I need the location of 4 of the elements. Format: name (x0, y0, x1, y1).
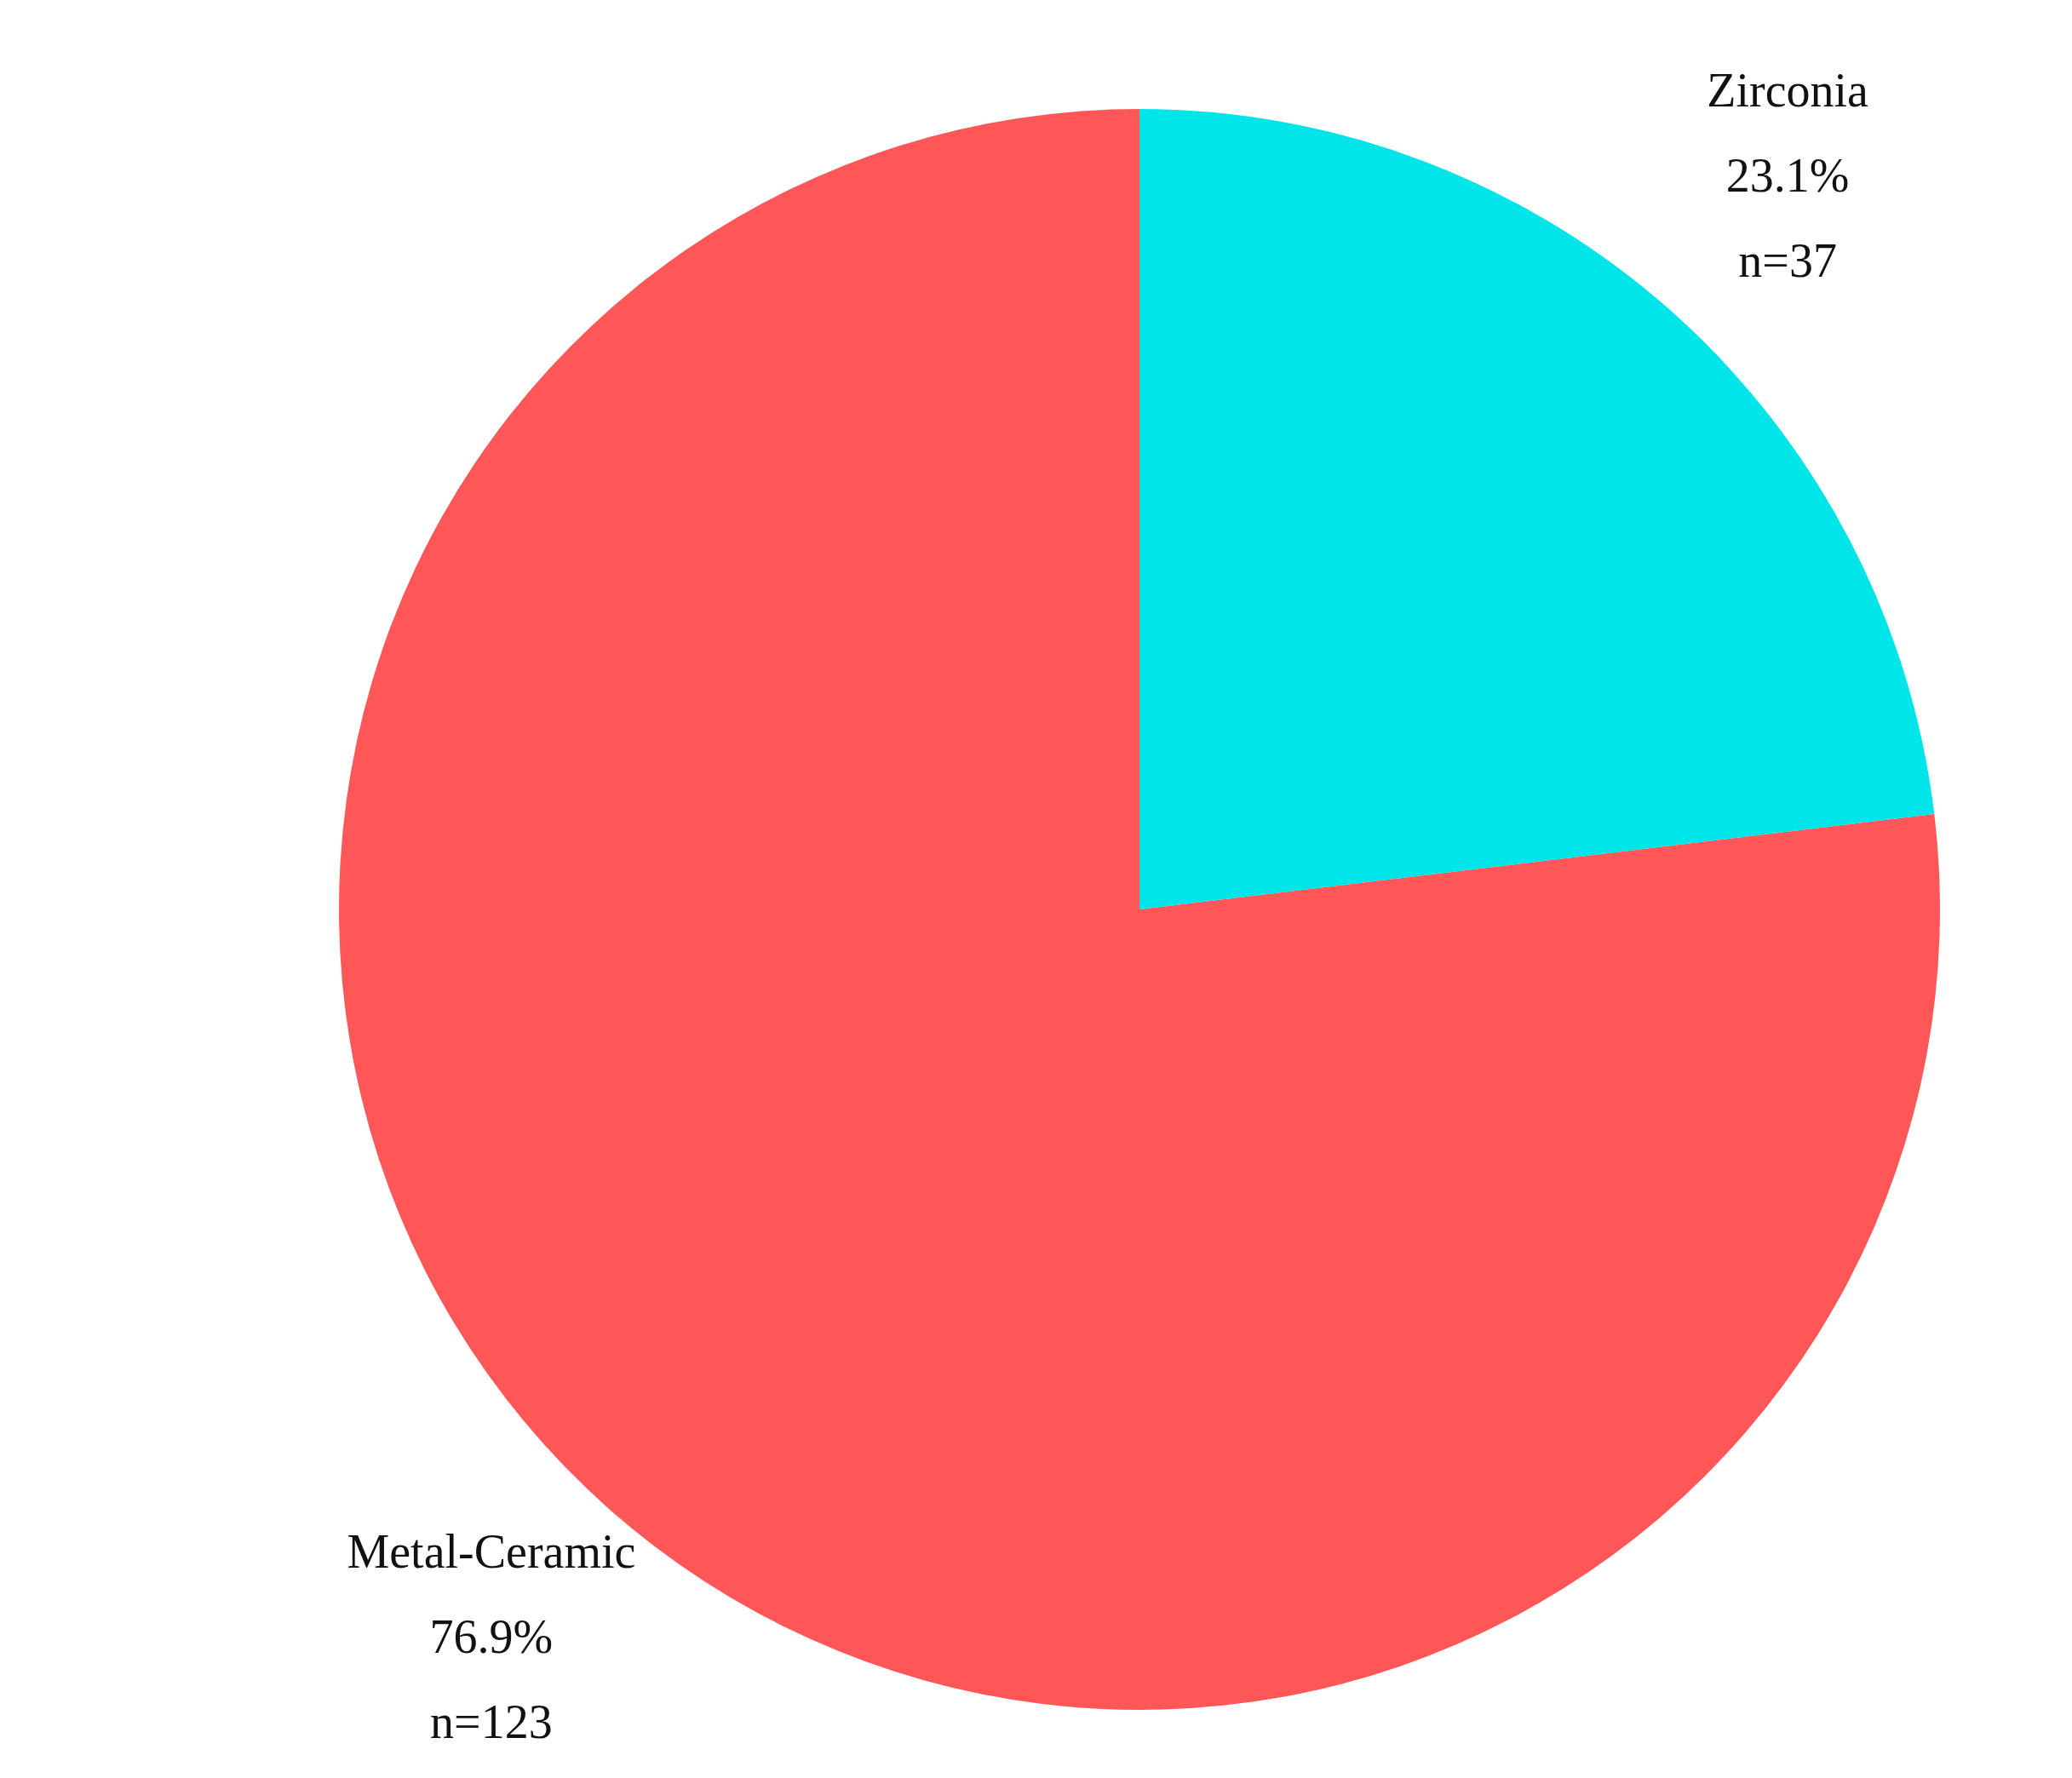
data-label: 23.1% n=37 (1725, 148, 1850, 287)
slice-label: Zirconia (1707, 63, 1869, 117)
slice-label: Metal-Ceramic (347, 1524, 636, 1578)
data-label: 76.9% n=123 (429, 1609, 554, 1748)
